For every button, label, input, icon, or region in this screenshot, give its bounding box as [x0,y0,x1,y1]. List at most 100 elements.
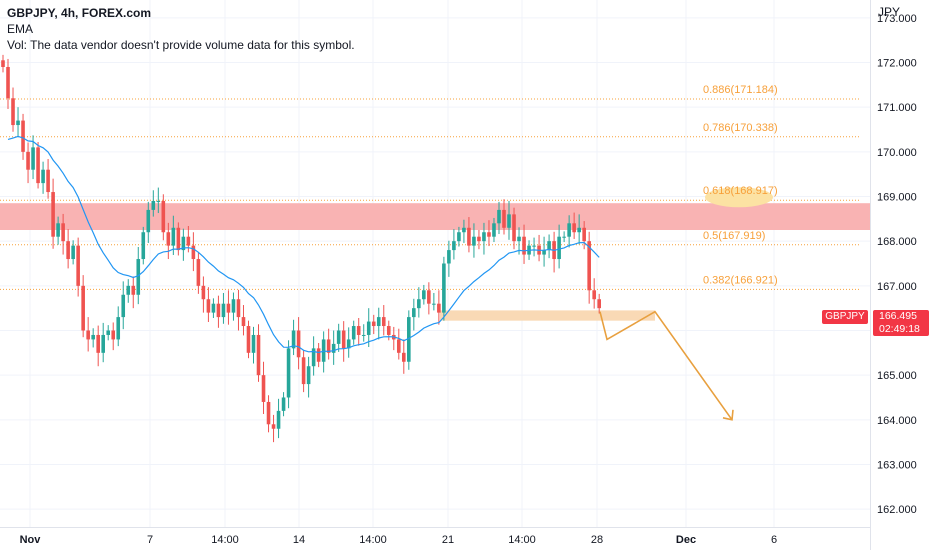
candles [1,54,601,443]
candle-body [91,334,95,340]
candle-body [46,169,50,193]
projection-arrowhead [722,409,734,421]
candle-body [346,339,351,349]
fib-highlight [705,187,773,208]
candle-body [136,259,141,295]
candle-body [326,339,331,353]
x-tick-label: 21 [442,534,454,546]
x-tick-label: Nov [20,534,42,546]
candle-body [6,66,10,99]
candle-body [286,348,291,398]
x-tick-label: 14 [293,534,305,546]
candle-body [151,200,156,210]
symbol-line: GBPJPY, 4h, FOREX.com [7,6,152,20]
candle-body [246,326,251,353]
candle-body [131,285,136,295]
candle-body [542,250,546,255]
y-axis-ticks: 162.000163.000164.000165.000166.000167.0… [877,13,917,516]
candle-body [482,232,486,242]
candle-body [146,209,151,233]
candle-body [36,147,40,184]
candle-body [141,232,146,260]
candle-body [517,236,521,242]
candle-body [256,334,261,376]
candle-body [371,321,376,327]
candle-body [66,241,70,260]
candle-body [497,209,501,224]
candle-body [587,241,591,291]
candle-body [311,348,316,367]
x-tick-label: 28 [591,534,603,546]
candle-body [457,232,461,242]
support-zone [440,310,655,321]
y-tick-label: 170.000 [877,147,917,159]
candle-body [161,200,166,233]
candle-body [291,330,296,349]
y-tick-label: 165.000 [877,370,917,382]
candle-body [251,334,256,353]
candle-body [126,285,131,295]
candle-body [86,330,90,340]
y-tick-label: 172.000 [877,58,917,70]
candle-body [522,236,526,255]
candle-body [276,410,281,429]
candle-body [231,299,236,313]
candle-body [341,330,346,349]
y-tick-label: 171.000 [877,102,917,114]
candle-body [356,326,361,335]
candle-body [422,290,426,300]
candle-body [56,223,60,237]
y-tick-label: 164.000 [877,415,917,427]
candle-body [577,227,581,233]
candle-body [437,303,441,313]
candle-body [402,352,406,362]
candle-body [191,245,196,260]
candle-body [301,357,306,385]
fib-label: 0.5(167.919) [703,230,765,242]
grid [0,0,870,527]
ema-legend[interactable]: EMA [7,22,33,36]
y-tick-label: 163.000 [877,459,917,471]
candle-body [386,326,391,335]
candle-body [567,223,571,237]
candle-body [201,285,206,300]
candle-body [296,330,301,358]
candle-body [472,236,476,246]
candle-body [492,223,496,237]
candle-body [221,303,226,318]
x-tick-label: 6 [771,534,777,546]
fib-label: 0.786(170.338) [703,122,778,134]
candle-body [41,169,45,184]
candle-body [226,303,231,313]
candle-body [376,317,381,327]
candle-body [557,236,561,260]
bar-countdown: 02:49:18 [879,323,920,335]
candle-body [366,321,371,335]
candle-body [467,227,471,246]
y-tick-label: 162.000 [877,504,917,516]
candle-body [462,227,466,233]
symbol-info[interactable]: GBPJPY, 4h, FOREX.com [7,6,151,20]
last-price-tag: 166.495 02:49:18 [873,310,929,336]
x-tick-label: Dec [676,534,696,546]
candle-body [51,192,55,237]
y-tick-label: 169.000 [877,192,917,204]
candle-body [216,303,221,318]
candle-body [266,401,271,425]
symbol-tag-label: GBPJPY [825,311,865,322]
candle-body [181,236,186,251]
candle-body [477,236,481,242]
candle-body [306,366,311,385]
candle-body [206,299,211,313]
candle-body [121,294,126,318]
candle-body [171,227,176,246]
fib-label: 0.886(171.184) [703,84,778,96]
fibonacci-levels: 0.886(171.184) 0.786(170.338) 0.618(168.91… [0,84,860,290]
fib-label: 0.618(168.917) [703,185,778,197]
candle-body [31,147,35,170]
candle-body [336,330,341,344]
candle-body [281,397,286,411]
x-tick-label: 14:00 [359,534,387,546]
candle-body [271,424,276,429]
